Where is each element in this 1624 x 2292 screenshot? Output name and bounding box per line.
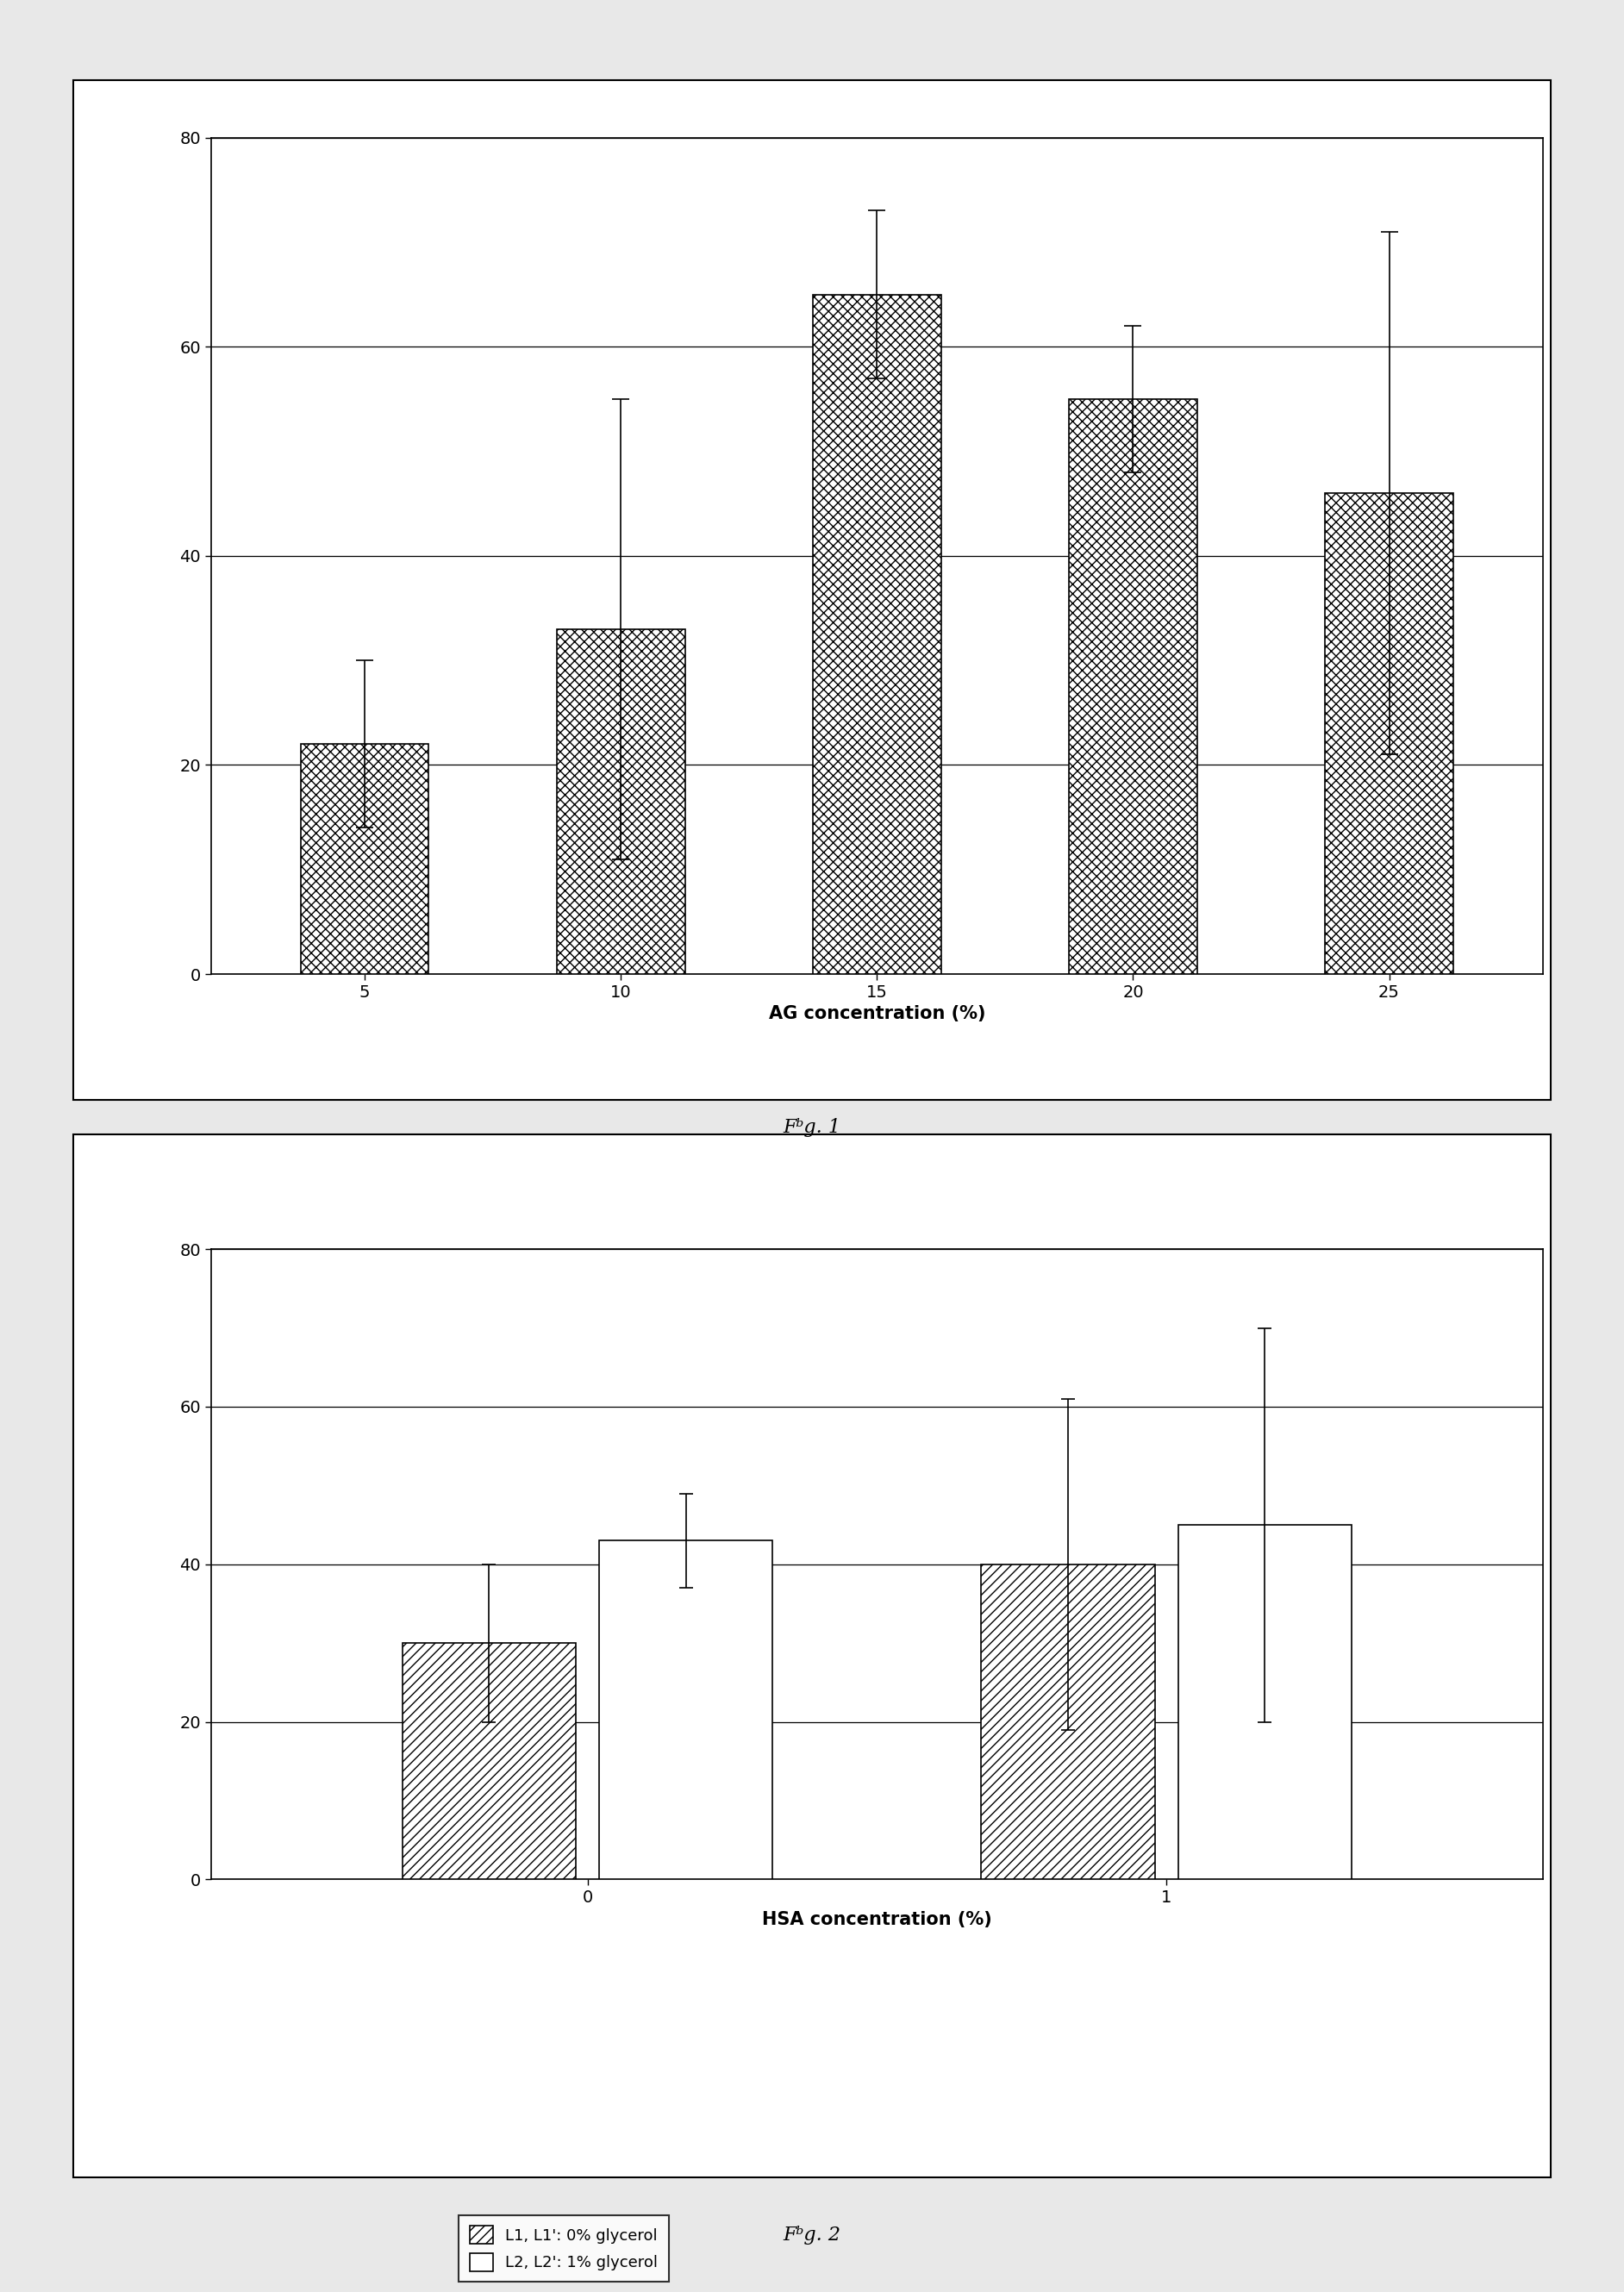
Bar [403, 1643, 577, 1879]
Bar [557, 628, 685, 974]
Text: Fᵇg. 2: Fᵇg. 2 [783, 2226, 841, 2244]
Bar [1177, 1524, 1351, 1879]
Bar [599, 1540, 773, 1879]
Bar [300, 745, 429, 974]
Text: Fᵇg. 1: Fᵇg. 1 [783, 1118, 841, 1137]
X-axis label: AG concentration (%): AG concentration (%) [768, 1006, 986, 1022]
Bar [814, 293, 940, 974]
Bar [1069, 399, 1197, 974]
Bar [1325, 493, 1453, 974]
Legend: L1, L1': 0% glycerol, L2, L2': 1% glycerol: L1, L1': 0% glycerol, L2, L2': 1% glycer… [458, 2214, 669, 2283]
X-axis label: HSA concentration (%): HSA concentration (%) [762, 1912, 992, 1928]
Bar [981, 1563, 1155, 1879]
